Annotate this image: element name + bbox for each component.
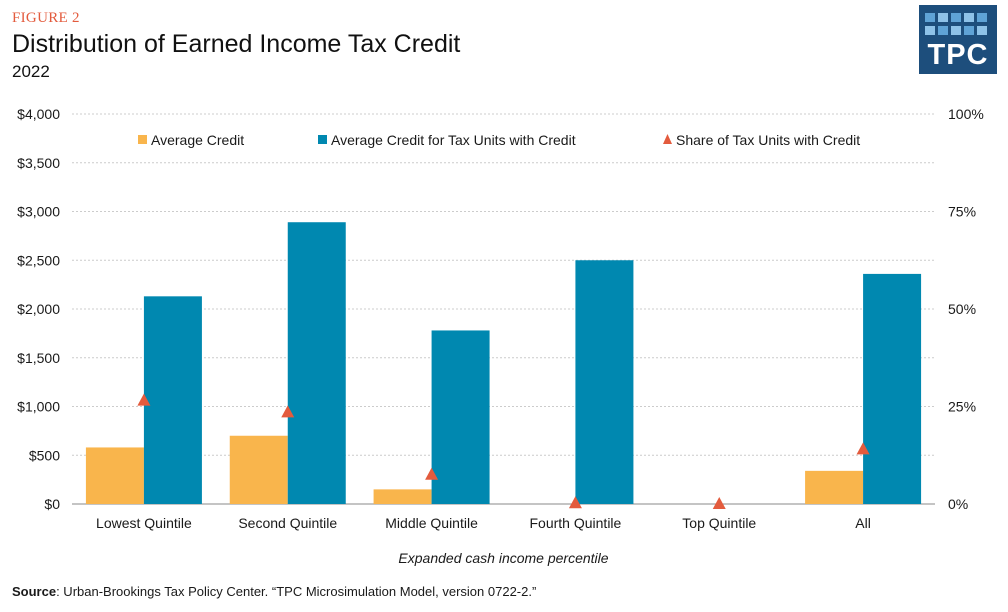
bar-average-credit-with-credit bbox=[143, 296, 202, 504]
y-left-tick-label: $1,500 bbox=[17, 350, 60, 366]
y-right-tick-label: 100% bbox=[948, 106, 984, 122]
share-marker bbox=[425, 467, 439, 480]
source-text: : Urban-Brookings Tax Policy Center. “TP… bbox=[56, 584, 537, 599]
bar-average-credit-with-credit bbox=[575, 260, 634, 504]
y-left-tick-label: $2,500 bbox=[17, 252, 60, 268]
y-right-tick-label: 75% bbox=[948, 204, 976, 220]
y-right-tick-label: 25% bbox=[948, 399, 976, 415]
y-left-tick-label: $2,000 bbox=[17, 301, 60, 317]
y-left-tick-label: $3,500 bbox=[17, 155, 60, 171]
bar-average-credit bbox=[805, 470, 864, 504]
source-note: Source: Urban-Brookings Tax Policy Cente… bbox=[12, 584, 536, 599]
x-tick-label: All bbox=[855, 515, 871, 531]
source-label: Source bbox=[12, 584, 57, 599]
bar-average-credit-with-credit bbox=[431, 330, 490, 504]
figure-label: FIGURE 2 bbox=[12, 10, 80, 26]
y-right-tick-label: 50% bbox=[948, 301, 976, 317]
y-left-tick-label: $4,000 bbox=[17, 106, 60, 122]
x-tick-label: Top Quintile bbox=[682, 515, 756, 531]
y-left-tick-label: $3,000 bbox=[17, 204, 60, 220]
share-marker bbox=[856, 442, 870, 455]
y-left-tick-label: $0 bbox=[44, 496, 60, 512]
legend-label: Share of Tax Units with Credit bbox=[676, 132, 860, 148]
share-marker bbox=[568, 496, 582, 509]
chart-title: Distribution of Earned Income Tax Credit bbox=[12, 30, 461, 58]
bar-average-credit bbox=[229, 435, 288, 504]
share-marker bbox=[137, 393, 151, 406]
bar-average-credit bbox=[373, 489, 432, 504]
tpc-logo: TPC bbox=[919, 5, 997, 74]
x-tick-label: Fourth Quintile bbox=[530, 515, 622, 531]
y-right-tick-label: 0% bbox=[948, 496, 968, 512]
legend-label: Average Credit bbox=[151, 132, 244, 148]
chart-subtitle: 2022 bbox=[12, 62, 50, 81]
x-tick-label: Middle Quintile bbox=[385, 515, 478, 531]
x-axis-label: Expanded cash income percentile bbox=[398, 550, 608, 566]
legend-label: Average Credit for Tax Units with Credit bbox=[331, 132, 576, 148]
bar-average-credit bbox=[85, 447, 144, 504]
legend-swatch bbox=[663, 134, 672, 144]
y-left-tick-label: $1,000 bbox=[17, 399, 60, 415]
y-left-tick-label: $500 bbox=[29, 447, 60, 463]
share-marker bbox=[281, 405, 295, 418]
x-tick-label: Second Quintile bbox=[238, 515, 337, 531]
legend-swatch bbox=[138, 135, 147, 144]
legend-swatch bbox=[318, 135, 327, 144]
x-tick-label: Lowest Quintile bbox=[96, 515, 192, 531]
bar-average-credit-with-credit bbox=[287, 222, 346, 504]
bar-average-credit-with-credit bbox=[863, 273, 922, 504]
share-marker bbox=[712, 497, 726, 509]
logo-text: TPC bbox=[927, 39, 989, 71]
